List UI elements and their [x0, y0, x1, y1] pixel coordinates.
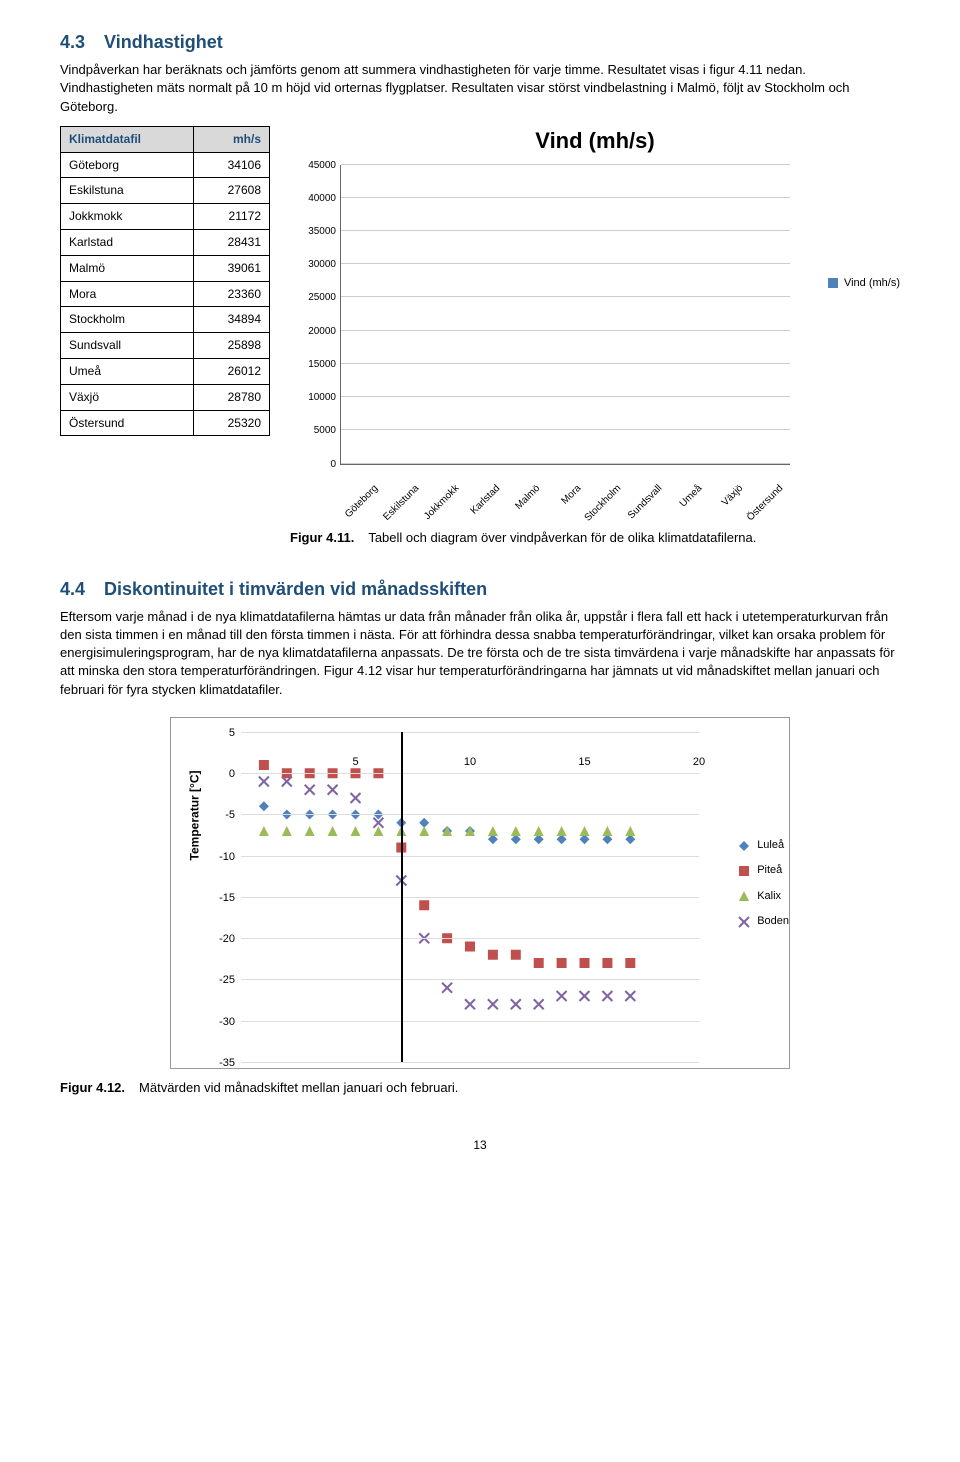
table-cell-value: 34894	[194, 307, 270, 333]
x-tick-label: 20	[693, 755, 705, 770]
y-tick-label: -25	[207, 973, 235, 988]
table-cell-value: 23360	[194, 281, 270, 307]
table-row: Sundsvall25898	[61, 333, 270, 359]
figure-number: Figur 4.11.	[290, 529, 354, 547]
table-header-left: Klimatdatafil	[61, 126, 194, 152]
y-tick-label: 0	[207, 767, 235, 782]
y-tick-label: 45000	[291, 159, 336, 173]
y-tick-label: 0	[291, 458, 336, 472]
bar-labels: GöteborgEskilstunaJokkmokkKarlstadMalmöM…	[340, 465, 790, 525]
table-cell-name: Göteborg	[61, 152, 194, 178]
legend-label: Luleå	[757, 838, 784, 853]
table-cell-name: Eskilstuna	[61, 178, 194, 204]
y-tick-label: -35	[207, 1056, 235, 1071]
table-cell-name: Stockholm	[61, 307, 194, 333]
legend-item: Piteå	[737, 863, 789, 878]
y-tick-label: -10	[207, 850, 235, 865]
table-cell-name: Östersund	[61, 410, 194, 436]
section-number: 4.4	[60, 579, 85, 599]
table-row: Göteborg34106	[61, 152, 270, 178]
table-row: Karlstad28431	[61, 229, 270, 255]
table-cell-value: 28780	[194, 384, 270, 410]
section-title: Vindhastighet	[104, 32, 223, 52]
x-tick-label: 5	[352, 755, 358, 770]
vertical-divider	[401, 732, 403, 1062]
table-cell-value: 25898	[194, 333, 270, 359]
section-heading-43: 4.3 Vindhastighet	[60, 30, 900, 55]
table-row: Jokkmokk21172	[61, 204, 270, 230]
legend-item: Kalix	[737, 889, 789, 904]
y-tick-label: -20	[207, 932, 235, 947]
table-cell-name: Malmö	[61, 255, 194, 281]
table-cell-value: 28431	[194, 229, 270, 255]
y-axis-label: Temperatur [°C]	[187, 770, 204, 860]
table-row: Östersund25320	[61, 410, 270, 436]
y-tick-label: -15	[207, 891, 235, 906]
legend-label: Piteå	[757, 863, 782, 878]
y-tick-label: 5	[207, 726, 235, 741]
section-number: 4.3	[60, 32, 85, 52]
bar-chart-area: 0500010000150002000025000300003500040000…	[340, 165, 790, 465]
legend-swatch	[828, 278, 838, 288]
legend-item: Boden	[737, 914, 789, 929]
x-tick-label: 15	[578, 755, 590, 770]
section44-paragraph: Eftersom varje månad i de nya klimatdata…	[60, 608, 900, 699]
y-tick-label: 10000	[291, 391, 336, 405]
table-row: Växjö28780	[61, 384, 270, 410]
table-cell-name: Jokkmokk	[61, 204, 194, 230]
figure-number: Figur 4.12.	[60, 1079, 125, 1097]
legend-label: Kalix	[757, 889, 781, 904]
table-cell-value: 27608	[194, 178, 270, 204]
section-title: Diskontinuitet i timvärden vid månadsski…	[104, 579, 487, 599]
legend-label: Vind (mh/s)	[844, 276, 900, 291]
table-cell-value: 34106	[194, 152, 270, 178]
table-row: Malmö39061	[61, 255, 270, 281]
y-tick-label: 25000	[291, 291, 336, 305]
figure-caption-text: Tabell och diagram över vindpåverkan för…	[368, 529, 756, 547]
y-tick-label: -5	[207, 808, 235, 823]
table-row: Mora23360	[61, 281, 270, 307]
wind-table: Klimatdatafil mh/s Göteborg34106Eskilstu…	[60, 126, 270, 437]
table-header-right: mh/s	[194, 126, 270, 152]
table-cell-value: 21172	[194, 204, 270, 230]
chart-legend: Vind (mh/s)	[828, 276, 900, 291]
y-tick-label: 20000	[291, 325, 336, 339]
y-tick-label: 40000	[291, 192, 336, 206]
table-cell-value: 25320	[194, 410, 270, 436]
wind-chart: Vind (mh/s) 0500010000150002000025000300…	[290, 126, 900, 547]
legend-item: Luleå	[737, 838, 789, 853]
table-cell-name: Växjö	[61, 384, 194, 410]
section43-paragraph: Vindpåverkan har beräknats och jämförts …	[60, 61, 900, 116]
x-tick-label: 10	[464, 755, 476, 770]
table-row: Eskilstuna27608	[61, 178, 270, 204]
figure-caption-411: Figur 4.11. Tabell och diagram över vind…	[290, 529, 900, 547]
table-cell-value: 39061	[194, 255, 270, 281]
y-tick-label: -30	[207, 1015, 235, 1030]
section-heading-44: 4.4 Diskontinuitet i timvärden vid månad…	[60, 577, 900, 602]
figure-caption-412: Figur 4.12. Mätvärden vid månadskiftet m…	[60, 1079, 900, 1097]
temp-chart: Temperatur [°C] -35 -30 -25 -20 -15 -10 -5 0 5 5 1…	[170, 717, 790, 1069]
table-cell-name: Umeå	[61, 358, 194, 384]
figure-caption-text: Mätvärden vid månadskiftet mellan januar…	[139, 1079, 458, 1097]
table-chart-row: Klimatdatafil mh/s Göteborg34106Eskilstu…	[60, 126, 900, 547]
scatter-chart-area: Temperatur [°C] -35-30-25-20-15-10-50551…	[241, 732, 699, 1062]
chart-title: Vind (mh/s)	[290, 126, 900, 157]
chart2-legend: Luleå Piteå Kalix Boden	[737, 838, 789, 940]
table-cell-value: 26012	[194, 358, 270, 384]
page-number: 13	[60, 1137, 900, 1154]
legend-label: Boden	[757, 914, 789, 929]
table-cell-name: Mora	[61, 281, 194, 307]
table-row: Stockholm34894	[61, 307, 270, 333]
table-cell-name: Sundsvall	[61, 333, 194, 359]
y-tick-label: 30000	[291, 258, 336, 272]
table-cell-name: Karlstad	[61, 229, 194, 255]
y-tick-label: 15000	[291, 358, 336, 372]
y-tick-label: 5000	[291, 424, 336, 438]
bar-label: Göteborg	[342, 482, 381, 521]
table-row: Umeå26012	[61, 358, 270, 384]
y-tick-label: 35000	[291, 225, 336, 239]
